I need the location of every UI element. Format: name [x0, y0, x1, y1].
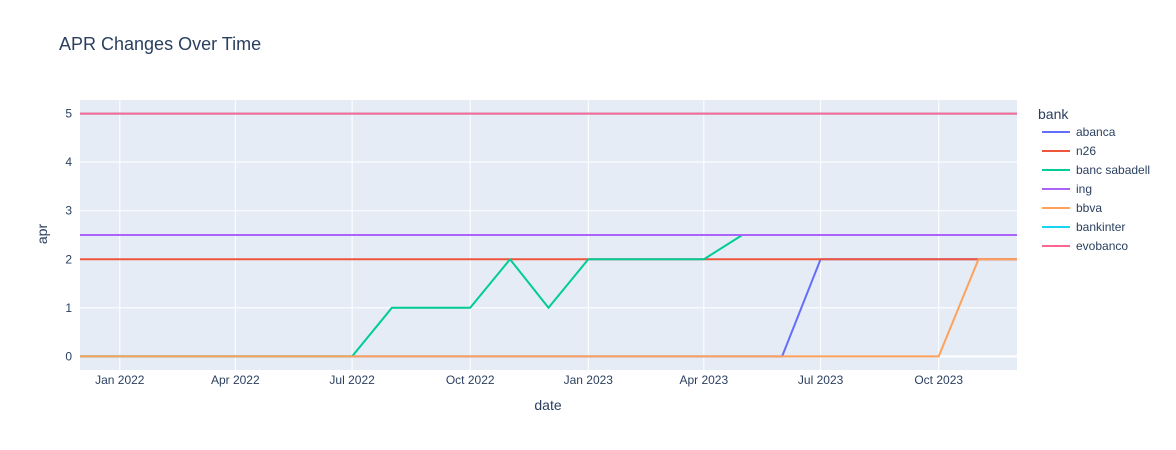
y-tick-label: 0	[65, 349, 72, 363]
y-tick-label: 3	[65, 204, 72, 218]
x-tick-label: Oct 2023	[914, 373, 963, 387]
legend-item-bbva[interactable]: bbva	[1042, 201, 1102, 215]
y-tick-label: 2	[65, 252, 72, 266]
legend-item-n26[interactable]: n26	[1042, 144, 1096, 158]
legend-label: evobanco	[1076, 239, 1128, 253]
x-tick-label: Jul 2022	[329, 373, 375, 387]
series-line-bbva[interactable]	[80, 258, 1017, 358]
y-axis-ticks: 0 1 2 3 4 5	[65, 107, 72, 364]
legend-item-evobanco[interactable]: evobanco	[1042, 239, 1128, 253]
y-tick-label: 4	[65, 155, 72, 169]
x-tick-label: Jan 2023	[564, 373, 614, 387]
legend-item-banc-sabadell[interactable]: banc sabadell	[1042, 163, 1150, 177]
legend-title: bank	[1038, 106, 1069, 122]
x-tick-label: Jul 2023	[798, 373, 844, 387]
x-tick-label: Oct 2022	[446, 373, 495, 387]
legend-label: ing	[1076, 182, 1092, 196]
legend-label: bbva	[1076, 201, 1102, 215]
legend-label: abanca	[1076, 125, 1116, 139]
y-tick-label: 1	[65, 301, 72, 315]
series-layer	[80, 112, 1017, 358]
x-tick-label: Apr 2022	[211, 373, 260, 387]
legend-label: bankinter	[1076, 220, 1125, 234]
y-tick-label: 5	[65, 107, 72, 121]
x-axis-ticks: Jan 2022 Apr 2022 Jul 2022 Oct 2022 Jan 2023…	[95, 373, 963, 387]
x-axis-title: date	[534, 397, 561, 413]
x-tick-label: Jan 2022	[95, 373, 145, 387]
legend-item-abanca[interactable]: abanca	[1042, 125, 1116, 139]
legend-item-bankinter[interactable]: bankinter	[1042, 220, 1125, 234]
legend[interactable]: bank abanca n26 banc sabadell ing bbva bankin…	[1038, 106, 1150, 253]
legend-label: n26	[1076, 144, 1096, 158]
y-axis-title: apr	[34, 224, 50, 245]
x-tick-label: Apr 2023	[679, 373, 728, 387]
chart-title: APR Changes Over Time	[59, 34, 261, 54]
legend-label: banc sabadell	[1076, 163, 1150, 177]
legend-item-ing[interactable]: ing	[1042, 182, 1092, 196]
